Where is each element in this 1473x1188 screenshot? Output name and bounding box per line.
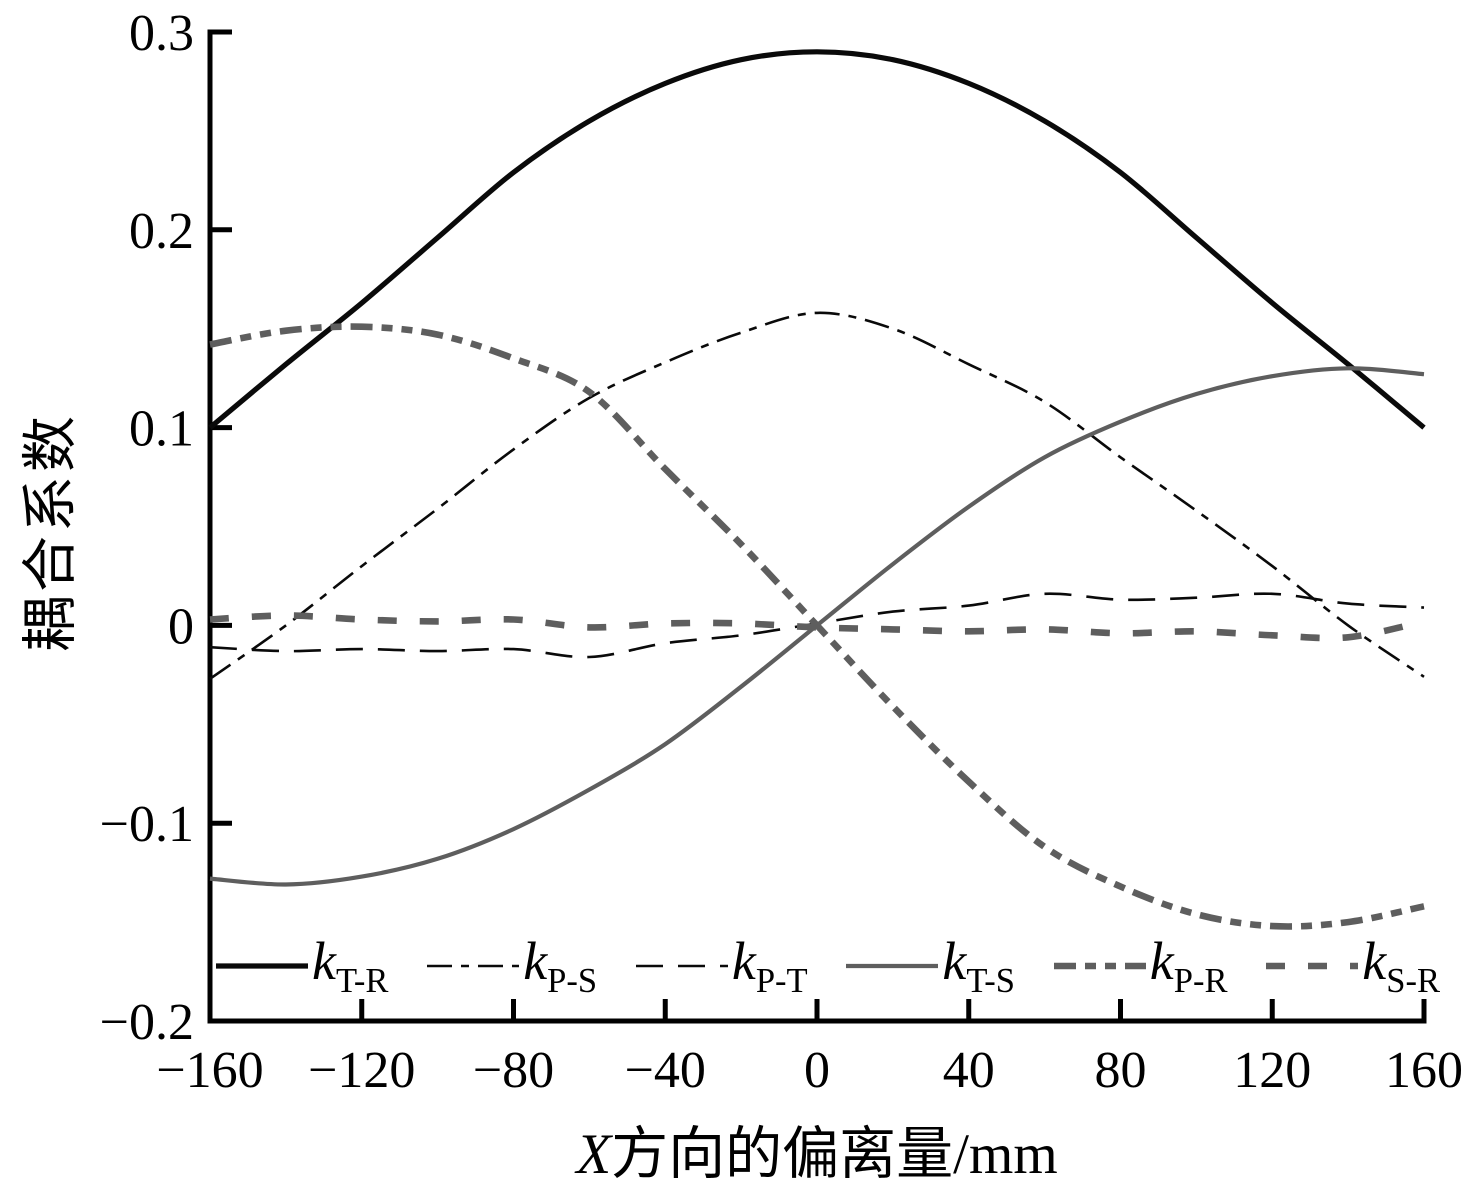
x-tick-label: −120 [308,1042,415,1099]
legend-swatch-p-t [635,964,728,968]
x-axis-title-variable: X [576,1123,612,1186]
legend-label-subscript: P-R [1173,961,1228,1000]
x-tick-label: 40 [943,1042,995,1099]
series-curve-s-r [209,612,1425,642]
y-tick-label: 0.1 [129,401,194,458]
legend-label-symbol: k [942,930,967,991]
y-tick-label: 0 [168,598,194,655]
legend-label-p-t: kP-T [732,934,808,999]
legend-swatch-p-r [1053,962,1146,970]
legend-label-t-r: kT-R [312,934,388,999]
legend-label-subscript: P-T [755,961,808,1000]
axes [207,29,1427,1024]
legend-label-p-r: kP-R [1150,934,1228,999]
series-curves [208,49,1426,930]
y-tick-label: −0.1 [100,796,194,853]
x-tick-label: −80 [473,1042,554,1099]
x-tick-label: 80 [1095,1042,1147,1099]
legend-swatch-s-r [1266,962,1359,970]
x-axis-title: X方向的偏离量/mm [210,1108,1424,1188]
series-curve-p-r [209,323,1425,930]
tick-labels: 0.3 0.2 0.1 0 −0.1 −0.2−160 −120 −80 −40 0 40 80 120… [100,5,1463,1099]
x-tick-label: −160 [156,1042,263,1099]
x-tick-label: −40 [625,1042,706,1099]
legend-item-p-r: kP-R [1052,934,1228,999]
legend-label-symbol: k [731,930,756,991]
legend-swatch-t-s [846,963,939,969]
legend-item-t-s: kT-S [844,934,1015,999]
series-curve-p-s [209,311,1425,680]
x-tick-label: 120 [1233,1042,1311,1099]
legend-swatch-p-s [427,964,520,968]
legend-item-s-r: kS-R [1264,934,1440,999]
y-tick-label: 0.3 [129,5,194,62]
y-tick-label: 0.2 [129,203,194,260]
legend-swatch-t-r [216,963,308,969]
legend-label-t-s: kT-S [942,934,1015,999]
legend-label-s-r: kS-R [1362,934,1440,999]
legend-label-symbol: k [312,930,336,991]
y-axis-title: 耦合系数 [20,412,83,652]
series-curve-t-r [208,49,1426,430]
legend-label-p-s: kP-S [523,934,597,999]
legend-item-p-t: kP-T [634,934,808,999]
x-tick-label: 0 [804,1042,830,1099]
legend-label-symbol: k [1362,930,1387,991]
legend-label-symbol: k [523,930,548,991]
legend-item-p-s: kP-S [425,934,597,999]
legend-label-symbol: k [1149,930,1174,991]
legend-label-subscript: T-S [966,961,1016,1000]
y-tick-label: −0.2 [100,994,194,1051]
legend: kT-R kP-S kP-T kT-S kP-R kS-R [214,926,1440,1006]
legend-item-t-r: kT-R [214,934,388,999]
x-axis-title-text: 方向的偏离量/mm [611,1123,1058,1186]
x-tick-label: 160 [1385,1042,1463,1099]
legend-label-subscript: S-R [1386,961,1440,1000]
legend-label-subscript: T-R [335,961,389,1000]
legend-label-subscript: P-S [547,961,598,1000]
